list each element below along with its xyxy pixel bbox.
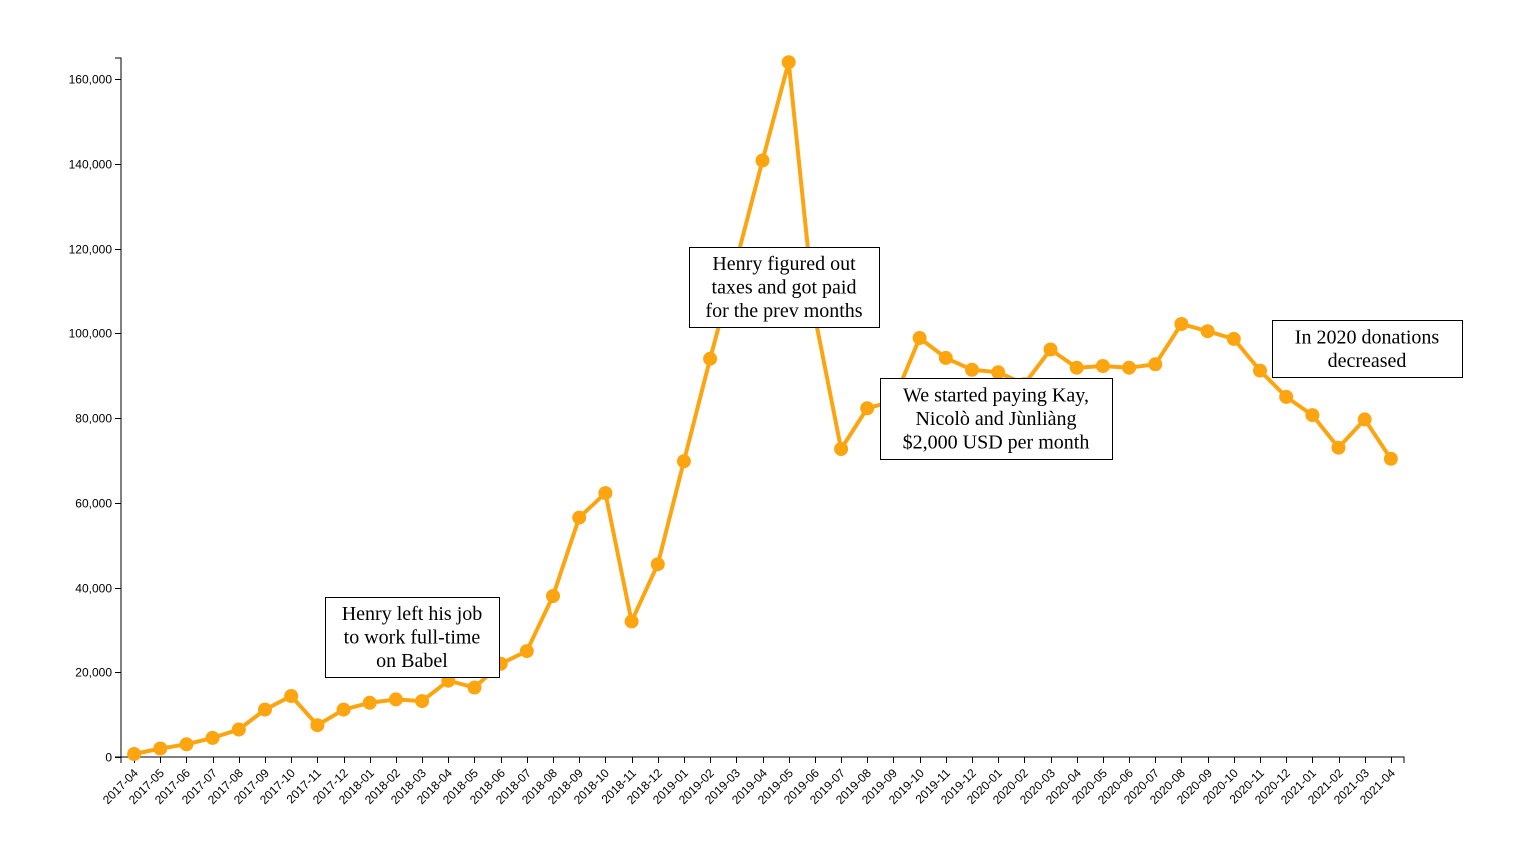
annotation-text-line: We started paying Kay, [903, 385, 1089, 407]
annotation-box [880, 378, 1113, 460]
data-point-2020-04[interactable] [1069, 360, 1084, 375]
data-point-2021-02[interactable] [1331, 440, 1346, 455]
data-point-2019-01[interactable] [676, 454, 691, 469]
data-point-2017-08[interactable] [231, 722, 246, 737]
data-point-2018-12[interactable] [650, 557, 665, 572]
data-point-2019-08[interactable] [860, 401, 875, 416]
data-point-2019-04[interactable] [755, 153, 770, 168]
annotation-box [325, 597, 500, 678]
data-point-2020-05[interactable] [1095, 359, 1110, 373]
data-point-2020-12[interactable] [1279, 389, 1294, 404]
data-point-2020-03[interactable] [1043, 342, 1058, 357]
data-point-2018-07[interactable] [519, 644, 534, 659]
data-point-2018-11[interactable] [624, 614, 639, 629]
y-axis-line [115, 57, 122, 758]
data-point-2020-06[interactable] [1122, 360, 1137, 375]
series-layer [127, 55, 1398, 761]
annotation-text-line: decreased [1328, 350, 1407, 372]
data-point-2017-05[interactable] [153, 741, 168, 756]
y-tick-label: 40,000 [75, 581, 112, 595]
annotation-text-line: Henry figured out [712, 253, 856, 275]
y-tick-label: 160,000 [69, 72, 113, 86]
data-point-2017-11[interactable] [310, 718, 325, 733]
data-point-2020-10[interactable] [1226, 331, 1241, 346]
data-point-2021-01[interactable] [1305, 408, 1320, 423]
data-point-2019-10[interactable] [912, 331, 927, 345]
x-axis-line [120, 756, 1405, 763]
data-point-2017-04[interactable] [127, 747, 142, 761]
data-point-2019-12[interactable] [965, 362, 979, 377]
annotation-text-line: $2,000 USD per month [903, 432, 1090, 454]
data-point-2021-03[interactable] [1357, 412, 1372, 427]
data-point-2017-09[interactable] [258, 702, 272, 717]
annotation-text-line: Henry left his job [342, 603, 483, 625]
annotation-paying: We started paying Kay,Nicolò and Jùnliàn… [880, 378, 1113, 460]
data-point-2019-05[interactable] [781, 55, 796, 70]
y-tick-label: 20,000 [75, 665, 112, 679]
y-tick-label: 60,000 [75, 496, 112, 510]
data-point-2018-03[interactable] [415, 694, 430, 709]
data-point-2021-04[interactable] [1383, 451, 1398, 466]
annotation-text-line: taxes and got paid [712, 277, 857, 299]
annotation-text-line: In 2020 donations [1295, 326, 1440, 348]
annotation-box [689, 247, 880, 328]
x-axis: 2017-042017-052017-062017-072017-082017-… [100, 756, 1405, 807]
annotation-text-line: Nicolò and Jùnliàng [915, 408, 1076, 430]
y-tick-label: 100,000 [69, 326, 113, 340]
y-axis: 0 20,000 40,000 60,000 80,000 100,000 120,000 1… [69, 57, 122, 764]
data-point-2020-01[interactable] [991, 365, 1006, 380]
annotation-box [1272, 320, 1463, 378]
data-point-2020-09[interactable] [1200, 324, 1215, 339]
data-point-2018-10[interactable] [598, 486, 613, 501]
data-point-2020-11[interactable] [1253, 363, 1267, 378]
y-tick-label: 140,000 [69, 157, 113, 171]
y-tick-label: 0 [105, 750, 112, 764]
annotation-text-line: for the prev months [705, 300, 862, 322]
data-point-2017-07[interactable] [205, 730, 220, 745]
data-point-2018-05[interactable] [467, 680, 482, 695]
y-tick-label: 120,000 [69, 242, 113, 256]
data-point-2018-08[interactable] [546, 589, 560, 603]
data-point-2020-07[interactable] [1148, 357, 1163, 372]
data-point-2017-12[interactable] [336, 702, 351, 717]
data-point-2019-02[interactable] [703, 351, 718, 366]
annotation-text-line: on Babel [376, 650, 448, 672]
data-point-2018-02[interactable] [388, 692, 403, 707]
annotation-text-line: to work full-time [344, 627, 481, 649]
data-point-2017-06[interactable] [179, 737, 194, 752]
data-point-2019-11[interactable] [938, 350, 953, 365]
data-point-2019-07[interactable] [834, 442, 849, 456]
data-point-2017-10[interactable] [284, 689, 299, 703]
y-tick-label: 80,000 [75, 411, 112, 425]
data-point-2018-01[interactable] [362, 695, 377, 710]
data-point-2018-09[interactable] [572, 510, 587, 525]
data-point-2020-08[interactable] [1174, 317, 1189, 331]
